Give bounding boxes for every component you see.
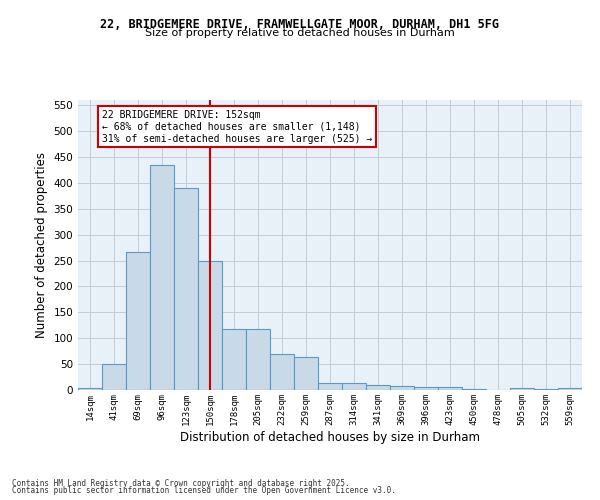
Bar (318, 384, 342, 390)
Y-axis label: Number of detached properties: Number of detached properties (35, 152, 48, 338)
Bar (150, 164, 174, 390)
Bar (414, 387, 438, 390)
Text: Contains HM Land Registry data © Crown copyright and database right 2025.: Contains HM Land Registry data © Crown c… (12, 478, 350, 488)
Bar (438, 388, 462, 390)
Bar (342, 384, 366, 390)
Bar (198, 260, 222, 390)
Bar (366, 386, 390, 390)
Bar (78, 388, 102, 390)
Bar (294, 358, 318, 390)
Text: 22 BRIDGEMERE DRIVE: 152sqm
← 68% of detached houses are smaller (1,148)
31% of : 22 BRIDGEMERE DRIVE: 152sqm ← 68% of det… (102, 110, 372, 144)
Bar (270, 354, 294, 390)
X-axis label: Distribution of detached houses by size in Durham: Distribution of detached houses by size … (180, 430, 480, 444)
Text: 22, BRIDGEMERE DRIVE, FRAMWELLGATE MOOR, DURHAM, DH1 5FG: 22, BRIDGEMERE DRIVE, FRAMWELLGATE MOOR,… (101, 18, 499, 30)
Bar (390, 386, 414, 390)
Bar (222, 330, 246, 390)
Bar (126, 252, 150, 390)
Text: Contains public sector information licensed under the Open Government Licence v3: Contains public sector information licen… (12, 486, 396, 495)
Text: Size of property relative to detached houses in Durham: Size of property relative to detached ho… (145, 28, 455, 38)
Bar (174, 188, 198, 390)
Bar (558, 388, 582, 390)
Bar (246, 330, 270, 390)
Bar (510, 388, 534, 390)
Bar (102, 364, 126, 390)
